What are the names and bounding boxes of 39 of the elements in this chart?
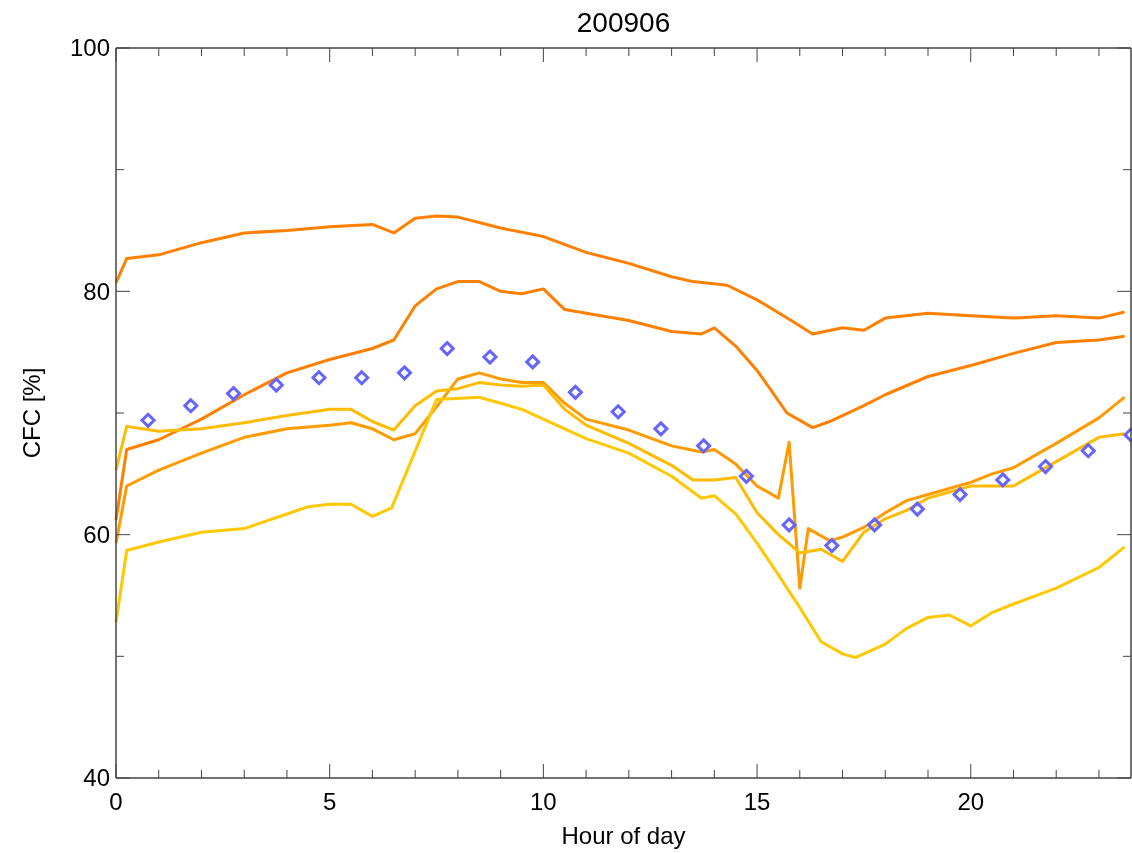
x-tick-label: 15 [743,788,771,815]
x-tick-label: 20 [957,788,985,815]
point [226,386,242,402]
point [311,370,327,386]
point [354,370,370,386]
point [781,517,797,533]
point [610,404,626,420]
y-tick-label: 40 [83,764,110,792]
line-series [114,214,1127,336]
line-series [114,371,1127,590]
point [995,472,1011,488]
chart-title: 200906 [576,7,671,38]
y-tick-label: 100 [69,34,110,62]
point [396,365,412,381]
point [696,438,712,454]
y-axis-title: CFC [%] [18,367,45,459]
y-tick-label: 80 [83,277,110,305]
point [824,538,840,554]
y-tick-label: 60 [83,521,110,549]
line-series [114,395,1127,660]
point [1080,443,1096,459]
point [482,349,498,365]
x-tick-label: 5 [323,788,337,815]
x-tick-label: 10 [530,788,557,815]
x-axis-title: Hour of day [561,822,686,849]
point [867,517,883,533]
point [567,384,583,400]
point [183,398,199,414]
point [525,354,541,370]
x-tick-label: 0 [109,788,123,815]
line-series [114,280,1127,522]
point [439,341,455,357]
point [1038,459,1054,475]
point [952,487,968,503]
point [738,468,754,484]
point [140,412,156,428]
point [909,501,925,517]
point [268,377,284,393]
point [653,421,669,437]
